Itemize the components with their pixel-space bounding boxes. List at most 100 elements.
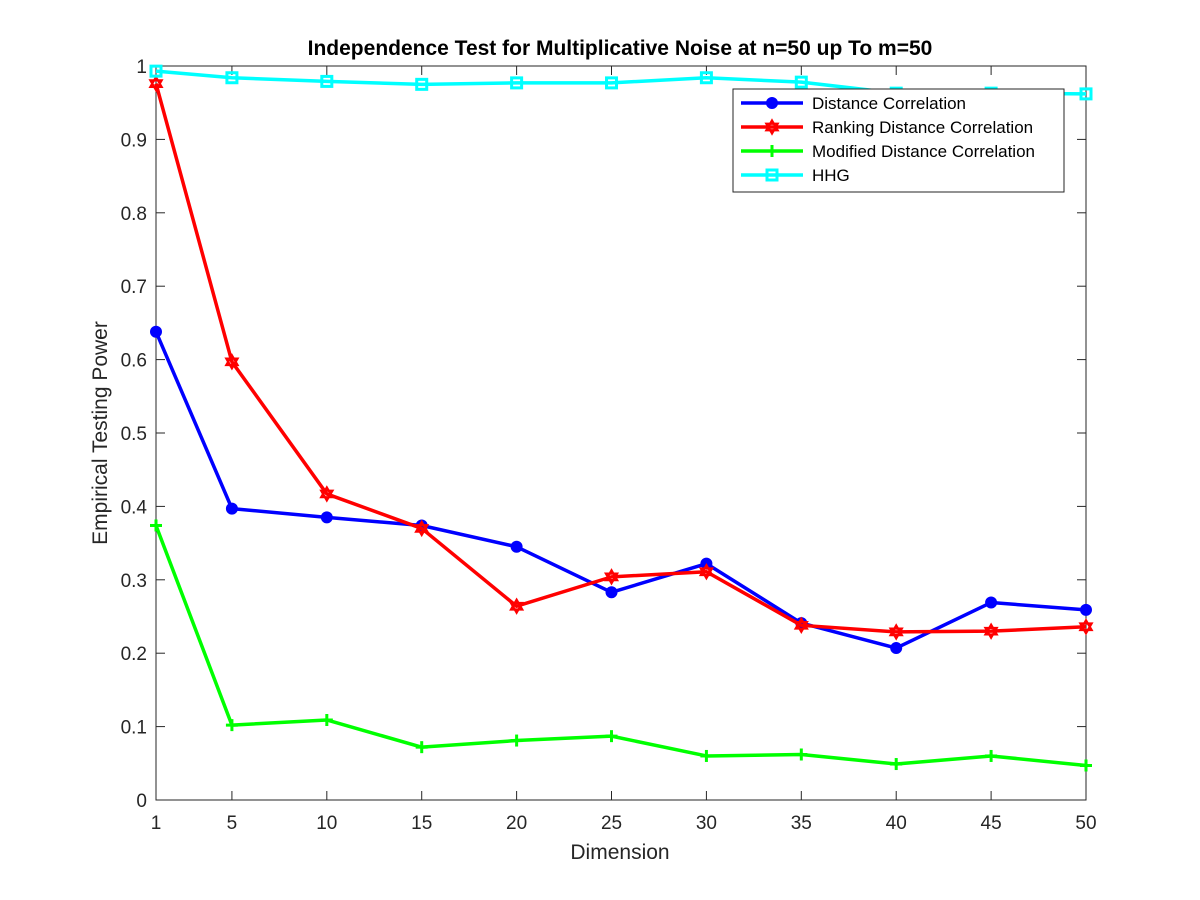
legend-swatch-marker bbox=[766, 145, 778, 157]
x-axis-label: Dimension bbox=[570, 841, 669, 864]
marker-triangle-down bbox=[319, 489, 335, 503]
marker-triangle-down bbox=[793, 620, 809, 635]
data-point bbox=[225, 502, 238, 515]
data-point bbox=[793, 616, 809, 635]
x-tick-label: 20 bbox=[506, 813, 527, 834]
data-point bbox=[985, 596, 998, 609]
y-tick-label: 0.6 bbox=[121, 351, 147, 372]
marker-triangle-up bbox=[319, 485, 335, 499]
series-layer bbox=[148, 64, 1094, 772]
marker-triangle-up bbox=[764, 118, 780, 132]
data-point bbox=[795, 748, 808, 761]
marker-triangle-down bbox=[698, 567, 714, 581]
y-tick-label: 0.5 bbox=[121, 424, 147, 445]
x-tick-label: 10 bbox=[316, 813, 337, 834]
legend-label: Ranking Distance Correlation bbox=[812, 118, 1033, 137]
data-point bbox=[150, 325, 162, 338]
data-point bbox=[225, 71, 239, 85]
data-point bbox=[1078, 618, 1094, 636]
data-point bbox=[509, 597, 525, 615]
marker-triangle-down bbox=[414, 524, 430, 538]
y-tick-label: 0.4 bbox=[121, 497, 148, 518]
data-point bbox=[605, 586, 618, 599]
marker-triangle-down bbox=[764, 122, 780, 136]
data-point bbox=[985, 749, 998, 762]
data-point bbox=[699, 71, 713, 85]
marker-triangle-up bbox=[793, 616, 809, 630]
data-point bbox=[148, 74, 164, 93]
legend-entry: Modified Distance Correlation bbox=[741, 142, 1035, 161]
legend-entry: Ranking Distance Correlation bbox=[741, 118, 1033, 137]
data-point bbox=[698, 563, 714, 581]
marker-triangle-down bbox=[603, 572, 620, 586]
data-point bbox=[415, 741, 428, 754]
data-point bbox=[319, 485, 335, 503]
marker-triangle-up bbox=[1078, 618, 1094, 632]
marker-triangle-up bbox=[983, 622, 999, 636]
legend-swatch-marker bbox=[766, 97, 778, 109]
marker-triangle-down bbox=[148, 79, 164, 93]
data-point bbox=[414, 519, 430, 538]
marker-triangle-up bbox=[509, 597, 525, 611]
y-tick-label: 0.1 bbox=[121, 718, 147, 739]
marker-triangle-up bbox=[603, 568, 620, 582]
y-tick-label: 0.8 bbox=[121, 204, 147, 225]
series-2 bbox=[150, 519, 1092, 772]
data-point bbox=[320, 713, 333, 726]
legend-label: Modified Distance Correlation bbox=[812, 142, 1035, 161]
data-point bbox=[1079, 87, 1093, 101]
x-tick-label: 30 bbox=[696, 813, 717, 834]
y-tick-label: 0.2 bbox=[121, 644, 147, 665]
x-tick-label: 25 bbox=[601, 813, 622, 834]
data-point bbox=[1080, 603, 1092, 616]
data-point bbox=[415, 77, 429, 91]
marker-triangle-down bbox=[224, 357, 240, 371]
y-tick-label: 1 bbox=[136, 57, 147, 78]
marker-triangle-down bbox=[983, 626, 999, 640]
data-point bbox=[700, 749, 713, 762]
data-point bbox=[890, 642, 903, 655]
data-point bbox=[603, 568, 620, 586]
y-tick-label: 0.7 bbox=[121, 277, 147, 298]
data-point bbox=[320, 511, 333, 524]
data-point bbox=[890, 758, 903, 771]
y-tick-label: 0.3 bbox=[121, 571, 147, 592]
legend-label: Distance Correlation bbox=[812, 94, 966, 113]
y-tick-label: 0.9 bbox=[121, 130, 147, 151]
data-point bbox=[149, 64, 163, 78]
x-tick-label: 1 bbox=[151, 813, 162, 834]
data-point bbox=[224, 353, 240, 371]
marker-triangle-up bbox=[414, 519, 430, 533]
marker-triangle-down bbox=[888, 627, 904, 641]
data-point bbox=[983, 622, 999, 640]
data-point bbox=[1080, 759, 1092, 772]
data-point bbox=[320, 74, 334, 88]
x-tick-label: 40 bbox=[886, 813, 907, 834]
x-tick-label: 45 bbox=[981, 813, 1002, 834]
marker-triangle-up bbox=[888, 623, 904, 637]
y-tick-label: 0 bbox=[136, 791, 147, 812]
marker-triangle-up bbox=[224, 353, 240, 367]
legend-label: HHG bbox=[812, 166, 850, 185]
data-point bbox=[225, 719, 238, 732]
x-axis-ticks: 1 5 10 15 20 25 30 35 40 45 50 bbox=[151, 66, 1097, 834]
data-point bbox=[605, 76, 619, 90]
legend-entry: Distance Correlation bbox=[741, 94, 966, 113]
data-point bbox=[510, 76, 524, 90]
legend: Distance Correlation Ranking Distance Cor… bbox=[732, 88, 1065, 193]
x-tick-label: 15 bbox=[411, 813, 432, 834]
data-point bbox=[510, 540, 523, 553]
marker-triangle-down bbox=[1078, 622, 1094, 636]
x-tick-label: 5 bbox=[227, 813, 238, 834]
marker-triangle-up bbox=[148, 74, 164, 88]
legend-swatch-marker bbox=[764, 118, 780, 136]
data-point bbox=[510, 734, 523, 747]
series-line bbox=[154, 83, 1087, 634]
legend-entry: HHG bbox=[741, 166, 850, 185]
y-axis-label: Empirical Testing Power bbox=[89, 321, 112, 545]
series-1 bbox=[148, 74, 1094, 641]
marker-triangle-down bbox=[509, 601, 525, 615]
legend-swatch-marker bbox=[765, 168, 779, 182]
data-point bbox=[888, 623, 904, 641]
